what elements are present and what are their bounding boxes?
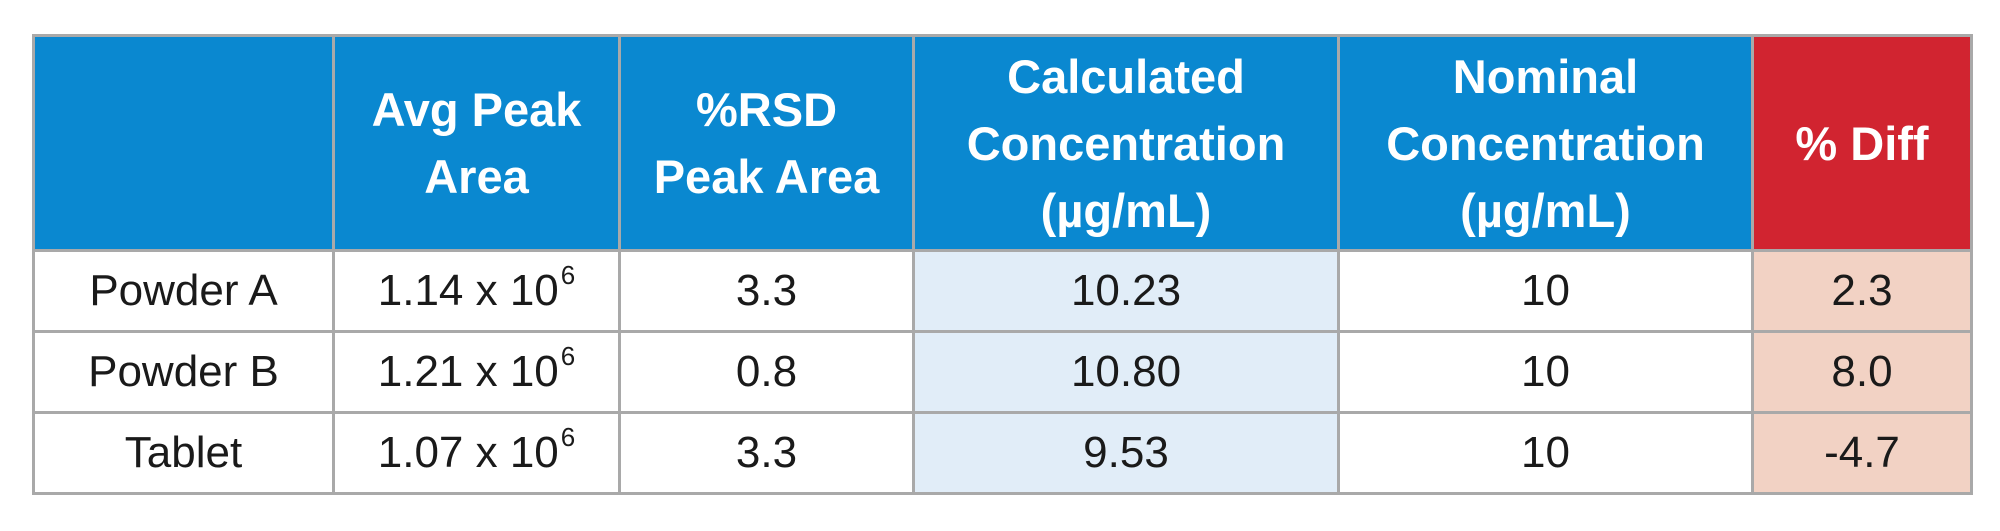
cell-sample: Tablet xyxy=(32,411,335,495)
cell-nominal-concentration: 10 xyxy=(1337,411,1754,495)
header-nominal-concentration: Nominal Concentration (µg/mL) xyxy=(1337,34,1754,252)
header-avg-peak-area: Avg Peak Area xyxy=(332,34,621,252)
avg-peak-area-exponent: 6 xyxy=(560,422,576,452)
avg-peak-area-exponent: 6 xyxy=(560,341,576,371)
cell-rsd-peak-area: 0.8 xyxy=(618,330,915,414)
cell-sample: Powder B xyxy=(32,330,335,414)
header-avg-peak-area-line-1: Avg Peak xyxy=(371,83,582,136)
cell-sample: Powder A xyxy=(32,249,335,333)
cell-nominal-concentration: 10 xyxy=(1337,249,1754,333)
table-row: Tablet 1.07 x 106 3.3 9.53 10 -4.7 xyxy=(32,411,1973,495)
avg-peak-area-mantissa: 1.14 x 10 xyxy=(377,266,559,315)
header-sample xyxy=(32,34,335,252)
header-calculated-concentration: Calculated Concentration (µg/mL) xyxy=(912,34,1340,252)
header-nominal-concentration-line-1: Nominal xyxy=(1452,49,1639,103)
cell-calculated-concentration: 10.80 xyxy=(912,330,1340,414)
header-rsd-peak-area-line-2: Peak Area xyxy=(653,150,880,203)
table-row: Powder A 1.14 x 106 3.3 10.23 10 2.3 xyxy=(32,249,1973,333)
cell-pct-diff: 8.0 xyxy=(1751,330,1973,414)
cell-pct-diff: -4.7 xyxy=(1751,411,1973,495)
header-avg-peak-area-line-2: Area xyxy=(424,150,529,203)
cell-nominal-concentration: 10 xyxy=(1337,330,1754,414)
cell-rsd-peak-area: 3.3 xyxy=(618,411,915,495)
header-calculated-concentration-line-3: (µg/mL) xyxy=(1040,183,1212,237)
results-table: Avg Peak Area %RSD Peak Area Calculated … xyxy=(32,34,1973,495)
cell-avg-peak-area: 1.14 x 106 xyxy=(332,249,621,333)
avg-peak-area-mantissa: 1.21 x 10 xyxy=(377,347,559,396)
table-row: Powder B 1.21 x 106 0.8 10.80 10 8.0 xyxy=(32,330,1973,414)
cell-rsd-peak-area: 3.3 xyxy=(618,249,915,333)
header-nominal-concentration-line-2: Concentration xyxy=(1386,116,1705,170)
header-nominal-concentration-line-3: (µg/mL) xyxy=(1460,183,1631,237)
header-calculated-concentration-line-2: Concentration xyxy=(966,116,1286,170)
avg-peak-area-mantissa: 1.07 x 10 xyxy=(377,428,559,477)
header-rsd-peak-area-line-1: %RSD xyxy=(695,83,838,136)
header-row: Avg Peak Area %RSD Peak Area Calculated … xyxy=(32,34,1973,252)
cell-calculated-concentration: 9.53 xyxy=(912,411,1340,495)
cell-avg-peak-area: 1.07 x 106 xyxy=(332,411,621,495)
cell-calculated-concentration: 10.23 xyxy=(912,249,1340,333)
cell-avg-peak-area: 1.21 x 106 xyxy=(332,330,621,414)
avg-peak-area-exponent: 6 xyxy=(560,260,576,290)
header-rsd-peak-area: %RSD Peak Area xyxy=(618,34,915,252)
header-pct-diff-line-1: % Diff xyxy=(1795,116,1929,170)
header-pct-diff: % Diff xyxy=(1751,34,1973,252)
header-calculated-concentration-line-1: Calculated xyxy=(1007,49,1245,103)
cell-pct-diff: 2.3 xyxy=(1751,249,1973,333)
